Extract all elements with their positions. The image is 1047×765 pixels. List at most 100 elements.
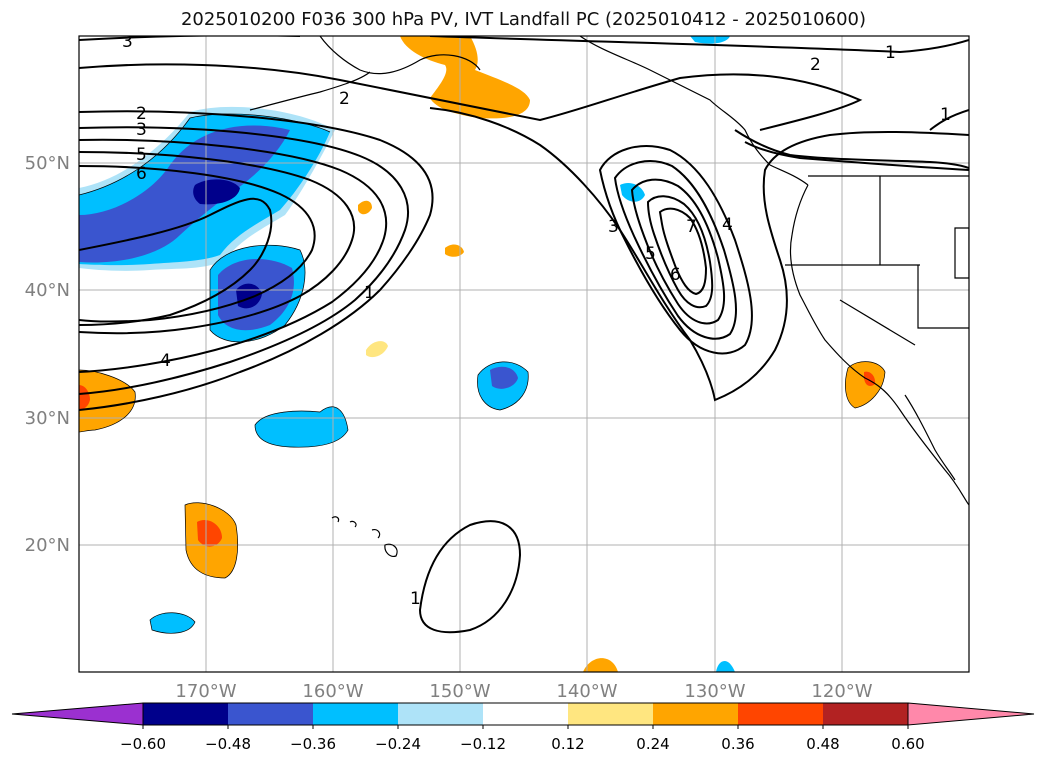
colorbar-tick-label: 0.48: [806, 735, 839, 753]
pos-region-west-30n: [79, 370, 136, 432]
baja: [904, 394, 956, 481]
colorbar-tick-label: −0.60: [120, 735, 166, 753]
contour-label: 2: [810, 55, 821, 75]
neg-region-148w-core: [490, 366, 518, 389]
lat-tick-label: 40°N: [25, 280, 70, 301]
neg-region-30n: [255, 406, 348, 448]
colorbar-block: [398, 703, 483, 725]
colorbar-tick-label: −0.36: [290, 735, 336, 753]
pos-region-118w: [845, 361, 885, 408]
pos-region-151w: [445, 244, 464, 257]
contour-ridge-2: [598, 145, 753, 355]
contour-1-band: [79, 197, 273, 326]
colorbar-extend-max: [907, 702, 1035, 726]
state-border-5: [839, 299, 916, 346]
state-border-4: [954, 227, 969, 279]
colorbar-block: [823, 703, 908, 725]
hawaii: [331, 516, 398, 557]
colorbar-block: [568, 703, 653, 725]
contour-east-1: [734, 129, 969, 169]
contour-label: 1: [364, 283, 375, 303]
contour-1-north: [429, 36, 969, 54]
lon-tick-labels: 170°W 160°W 150°W 140°W 130°W 120°W: [175, 681, 872, 702]
contour-ridge-3: [613, 160, 737, 340]
neg-region-north: [690, 36, 730, 44]
lon-tick-label: 130°W: [684, 681, 745, 702]
contour-label: 6: [670, 265, 681, 285]
pv-contours: [79, 36, 969, 634]
colorbar-block: [483, 703, 568, 725]
contour-3-right: [929, 109, 969, 131]
canada-coast: [579, 36, 809, 186]
contour-label: 1: [940, 105, 951, 125]
contour-ridge-outer: [429, 107, 969, 402]
contour-top-3: [79, 36, 300, 41]
lon-tick-label: 150°W: [429, 681, 490, 702]
neg-region-172w: [150, 612, 195, 634]
neg-region-west-dark: [193, 179, 240, 205]
map-frame: [78, 35, 970, 673]
lon-tick-label: 160°W: [302, 681, 363, 702]
contour-label: 2: [136, 104, 147, 124]
colorbar-block: [228, 703, 313, 725]
lat-tick-labels: 20°N 30°N 40°N 50°N: [25, 153, 70, 556]
contour-label: 4: [722, 215, 733, 235]
contour-label: 1: [885, 43, 896, 63]
lat-tick-label: 30°N: [25, 408, 70, 429]
lat-tick-label: 20°N: [25, 535, 70, 556]
lon-tick-label: 170°W: [175, 681, 236, 702]
colorbar-tick-label: 0.12: [551, 735, 584, 753]
contour-label: 5: [136, 145, 147, 165]
colorbar-tick-label: 0.24: [636, 735, 669, 753]
pos-region-170w-core: [197, 519, 222, 547]
colorbar-ticks: −0.60 −0.48 −0.36 −0.24 −0.12 0.12 0.24 0.36 0.4…: [120, 725, 925, 753]
pos-region-157w: [358, 200, 372, 215]
contour-trough-2: [79, 126, 409, 395]
contour-east-2: [744, 141, 969, 171]
gridlines: [79, 36, 969, 672]
contour-label: 6: [136, 164, 147, 184]
contour-trough-outer: [79, 110, 434, 411]
contour-label: 2: [339, 89, 350, 109]
colorbar-block: [738, 703, 823, 725]
colorbar-block: [313, 703, 398, 725]
colorbar-tick-label: 0.60: [891, 735, 924, 753]
state-border-2: [917, 265, 969, 329]
colorbar-extend-min: [11, 702, 144, 726]
contour-ridge-4: [630, 178, 726, 325]
colorbar-tick-label: 0.36: [721, 735, 754, 753]
contour-trough-3: [79, 138, 388, 373]
colorbar-tick-label: −0.48: [205, 735, 251, 753]
colorbar-tick-label: −0.12: [460, 735, 506, 753]
contour-ridge-5: [646, 195, 714, 309]
contour-ridge-7: [658, 207, 708, 296]
contour-2-north: [79, 63, 863, 131]
contour-label: 3: [136, 120, 147, 140]
colorbar-frame: [142, 702, 909, 726]
pos-region-140w-south: [583, 658, 618, 672]
contour-label: 5: [645, 244, 656, 264]
contour-labels: 3 2 1 2 3 5 6 4 1 2 3 5 6 7 4 1 1 3: [122, 32, 951, 609]
lat-tick-label: 50°N: [25, 153, 70, 174]
lon-tick-label: 140°W: [556, 681, 617, 702]
contour-trough-5: [79, 151, 356, 335]
colorbar-block: [653, 703, 738, 725]
contour-label: 4: [160, 351, 171, 371]
contour-label: 3: [608, 217, 619, 237]
colorbar-blocks: [11, 702, 1035, 726]
neg-region-west-mid: [79, 125, 290, 263]
colorbar-block: [143, 703, 228, 725]
contour-label: 1: [410, 589, 421, 609]
neg-region-south: [716, 661, 735, 672]
coastlines: [249, 36, 969, 557]
colorbar-tick-label: −0.24: [375, 735, 421, 753]
alaska-coast: [249, 36, 481, 111]
contour-label: 3: [122, 32, 133, 52]
contour-south-1: [418, 520, 522, 634]
us-west-coast: [789, 184, 969, 506]
pos-region-157w-south: [366, 341, 388, 358]
map-title: 2025010200 F036 300 hPa PV, IVT Landfall…: [180, 9, 867, 30]
shade-outlines: [79, 113, 886, 634]
